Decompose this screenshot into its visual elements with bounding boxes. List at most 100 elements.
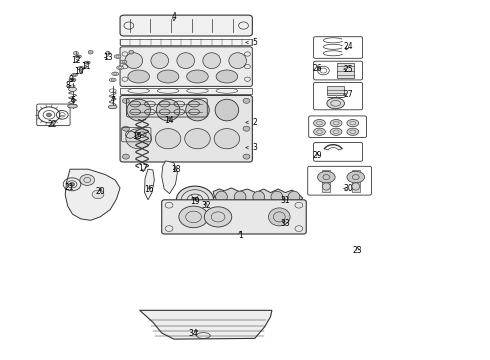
Ellipse shape [185,129,210,149]
Ellipse shape [192,197,198,202]
Polygon shape [65,169,120,220]
Ellipse shape [330,120,342,127]
Text: 27: 27 [343,90,353,99]
Text: 32: 32 [201,202,211,210]
Ellipse shape [243,154,250,159]
Polygon shape [162,161,177,194]
Ellipse shape [69,87,76,91]
Text: 24: 24 [343,42,353,51]
Text: 8: 8 [65,81,71,90]
Text: 21: 21 [65,183,74,192]
Ellipse shape [70,183,74,186]
Ellipse shape [129,50,134,54]
Ellipse shape [92,190,104,199]
Text: 5: 5 [246,38,257,47]
Polygon shape [145,169,154,200]
Text: 25: 25 [343,65,353,74]
Ellipse shape [155,129,181,149]
Text: 10: 10 [74,68,84,77]
Ellipse shape [72,73,77,76]
Ellipse shape [243,126,250,131]
Ellipse shape [126,129,151,149]
Ellipse shape [122,154,129,159]
Text: 6: 6 [70,96,75,105]
Ellipse shape [88,50,93,54]
Ellipse shape [109,78,116,82]
Ellipse shape [327,98,344,109]
Text: 22: 22 [48,120,57,129]
Ellipse shape [177,53,195,68]
Bar [327,86,344,95]
Text: 15: 15 [132,132,142,141]
Text: 29: 29 [313,152,322,161]
Text: 12: 12 [71,56,81,65]
Text: 31: 31 [280,196,290,205]
Ellipse shape [122,126,129,131]
Ellipse shape [74,51,78,55]
Ellipse shape [269,208,290,226]
Ellipse shape [187,70,208,83]
Text: 14: 14 [164,116,174,125]
Ellipse shape [253,191,265,203]
Text: 16: 16 [145,184,154,194]
Ellipse shape [243,98,250,103]
Ellipse shape [347,128,359,135]
Ellipse shape [156,99,180,121]
Ellipse shape [77,67,84,70]
Bar [337,63,354,78]
Text: 23: 23 [353,246,363,255]
Polygon shape [213,188,303,206]
Ellipse shape [151,53,169,68]
Text: 13: 13 [103,53,113,62]
Ellipse shape [234,191,246,203]
Ellipse shape [322,183,330,190]
Ellipse shape [186,99,209,121]
Ellipse shape [157,70,179,83]
Ellipse shape [84,61,90,64]
Text: 19: 19 [190,197,200,206]
FancyBboxPatch shape [162,200,306,234]
Ellipse shape [117,66,123,69]
Ellipse shape [216,70,238,83]
Ellipse shape [80,175,95,185]
Text: 18: 18 [172,165,181,174]
Ellipse shape [105,51,110,55]
Ellipse shape [330,128,342,135]
Ellipse shape [229,53,246,68]
Ellipse shape [179,206,208,228]
Text: 33: 33 [280,219,290,228]
Ellipse shape [347,171,365,183]
FancyBboxPatch shape [120,47,252,86]
Ellipse shape [176,186,214,213]
Text: 2: 2 [246,118,257,127]
FancyBboxPatch shape [120,15,252,36]
Ellipse shape [352,183,360,190]
Ellipse shape [47,113,51,117]
Ellipse shape [271,191,283,203]
Ellipse shape [215,99,239,121]
Text: 9: 9 [69,76,74,85]
Text: 26: 26 [313,64,322,73]
Text: 30: 30 [343,184,353,193]
Polygon shape [140,310,272,339]
Ellipse shape [108,105,117,109]
Ellipse shape [69,78,76,82]
Text: 1: 1 [238,231,243,240]
Text: 20: 20 [96,187,105,196]
Ellipse shape [203,53,220,68]
Ellipse shape [68,104,77,108]
Text: 11: 11 [81,62,91,71]
Ellipse shape [125,53,143,68]
Text: 34: 34 [189,328,198,338]
Text: 7: 7 [110,96,115,105]
Ellipse shape [128,70,149,83]
Text: 3: 3 [246,143,257,152]
Bar [352,170,360,192]
Ellipse shape [122,98,129,103]
FancyBboxPatch shape [120,95,252,162]
Ellipse shape [318,171,335,183]
Ellipse shape [314,120,325,127]
Ellipse shape [214,129,240,149]
Ellipse shape [347,120,359,127]
Ellipse shape [112,72,119,76]
